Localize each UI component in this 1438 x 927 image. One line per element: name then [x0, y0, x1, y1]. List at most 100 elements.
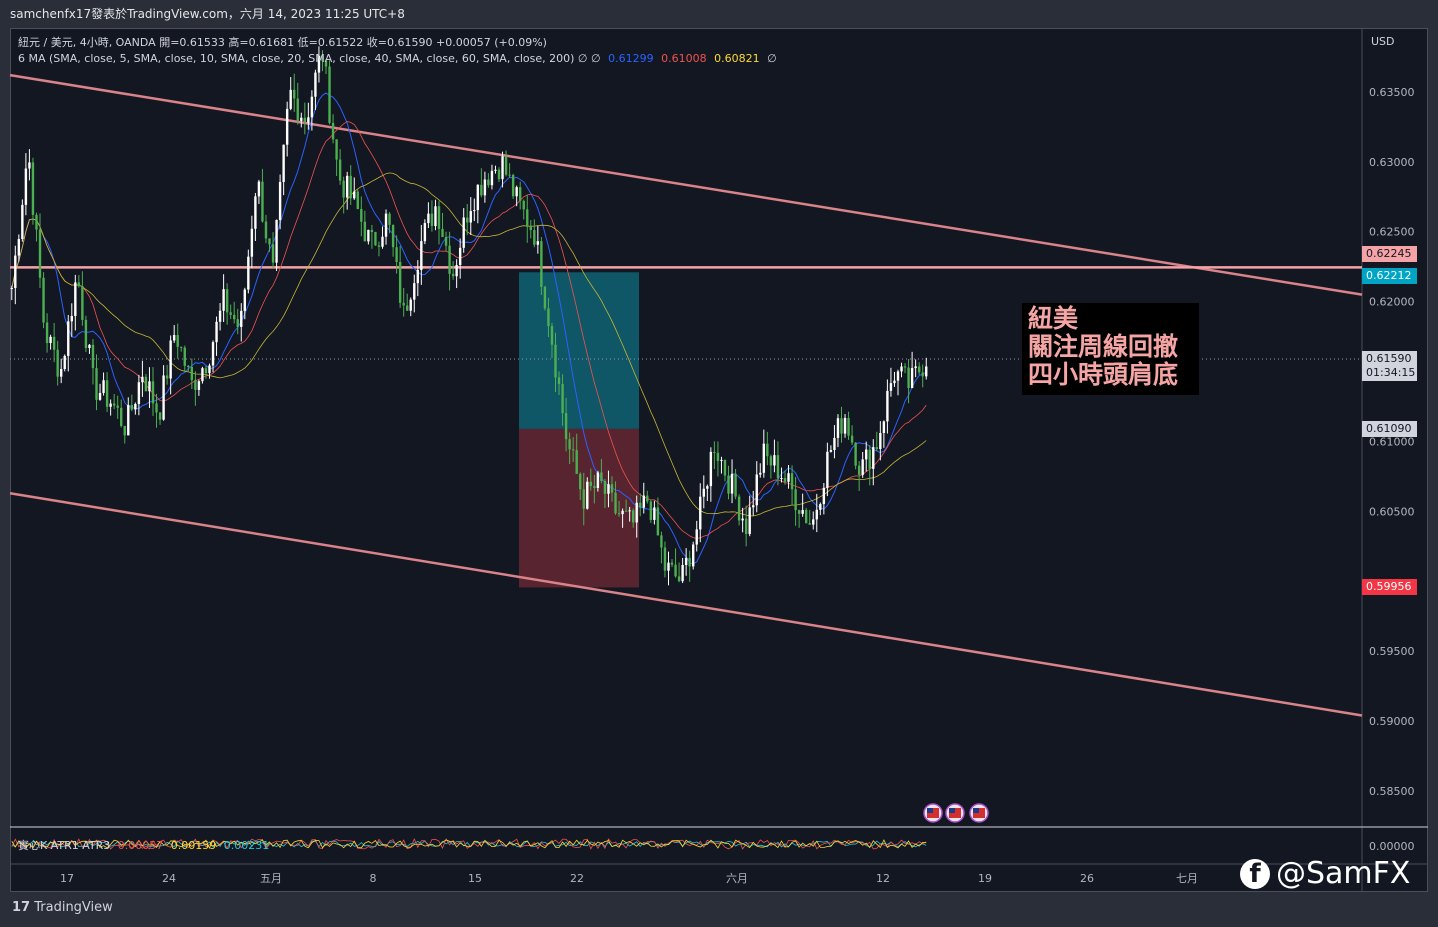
candle-body [17, 239, 21, 256]
candle-body [81, 286, 84, 320]
x-tick-label: 六月 [726, 872, 748, 885]
candle-body [692, 544, 695, 567]
candle-body [211, 342, 215, 366]
candle-body [42, 277, 45, 323]
ma-suffix-text: ∅ [767, 52, 777, 65]
indicator-legend[interactable]: 實心K ATR1 ATR3 0.00057 0.00159 0.00231 [18, 837, 273, 853]
candle-body [49, 336, 52, 344]
candle-body [413, 283, 416, 300]
candle-body [921, 372, 924, 377]
candle-body [854, 442, 857, 466]
price-tag: 0.61090 [1362, 420, 1417, 437]
y-tick-label: 0.60500 [1369, 505, 1415, 518]
candle-body [540, 241, 543, 287]
candle-body [526, 209, 529, 227]
candle-body [222, 289, 225, 311]
candle-body [293, 89, 296, 99]
candle-body [74, 282, 77, 316]
candle-body [169, 340, 172, 379]
price-tag: 01:34:15 [1362, 364, 1417, 381]
candle-body [240, 310, 243, 327]
candle-body [589, 481, 593, 487]
candle-body [321, 55, 324, 61]
ma-legend[interactable]: 6 MA (SMA, close, 5, SMA, close, 10, SMA… [18, 52, 781, 65]
candle-body [656, 507, 660, 536]
x-tick-label: 8 [370, 872, 377, 885]
candle-body [564, 413, 568, 440]
candle-body [31, 162, 35, 215]
candle-body [511, 174, 515, 197]
candle-body [328, 66, 331, 123]
candle-body [801, 509, 804, 514]
candle-body [144, 376, 148, 392]
x-tick-label: 12 [876, 872, 890, 885]
candle-body [730, 473, 734, 494]
x-tick-label: 五月 [260, 872, 282, 885]
candle-body [120, 407, 123, 426]
candle-body [398, 261, 402, 303]
candle-body [642, 495, 645, 508]
candle-body [797, 510, 801, 514]
candle-body [529, 226, 532, 231]
candle-body [331, 122, 335, 140]
candle-body [360, 209, 363, 222]
ma-value-red: 0.61008 [661, 52, 707, 65]
price-tag: 0.62212 [1362, 268, 1417, 284]
candle-body [317, 55, 321, 73]
candle-body [303, 117, 307, 123]
candle-body [617, 513, 621, 515]
ma-value-blue: 0.61299 [608, 52, 654, 65]
candle-body [430, 213, 434, 227]
candle-body [723, 459, 727, 476]
candle-body [497, 169, 501, 180]
candle-body [762, 443, 766, 473]
y-tick-label: 0.63500 [1369, 86, 1415, 99]
flag-canton-icon [973, 808, 979, 813]
candle-body [568, 439, 571, 450]
candle-body [621, 510, 624, 515]
candle-body [893, 380, 896, 384]
candle-body [857, 465, 861, 475]
candle-body [307, 117, 310, 123]
candle-body [624, 510, 628, 512]
candle-body [677, 576, 681, 582]
y-tick-label: 0.61000 [1369, 435, 1415, 448]
candle-body [720, 459, 723, 461]
candle-body [815, 509, 818, 520]
atr-value-red: 0.00057 [117, 839, 164, 852]
symbol-legend[interactable]: 紐元 / 美元, 4小時, OANDA 開=0.61533 高=0.61681 … [18, 34, 551, 50]
candle-body [356, 191, 359, 210]
candle-body [766, 443, 769, 457]
candle-body [134, 403, 137, 410]
candle-body [123, 425, 126, 436]
tradingview-logo[interactable]: 17 TradingView [12, 900, 113, 915]
candle-body [257, 181, 261, 197]
candle-body [98, 392, 102, 400]
candle-body [70, 315, 73, 322]
atr-line-red [11, 837, 927, 850]
candle-body [56, 349, 59, 377]
candle-body [695, 529, 698, 545]
candle-body [254, 196, 257, 229]
candle-body [363, 221, 367, 242]
candle-body [759, 472, 762, 475]
candle-body [522, 200, 525, 210]
candle-body [434, 206, 437, 227]
channel-lower-line [9, 491, 1363, 717]
candle-body [667, 562, 670, 571]
candle-body [14, 255, 17, 288]
candle-body [275, 219, 278, 263]
price-tag: 0.59956 [1362, 579, 1417, 596]
candle-body [610, 484, 614, 493]
candle-body [116, 405, 119, 408]
candle-body [868, 449, 871, 469]
atr-value-yellow: 0.00159 [170, 839, 217, 852]
candle-body [716, 452, 720, 461]
candle-body [148, 381, 151, 392]
candle-body [536, 241, 540, 245]
y-tick-label: 0.62500 [1369, 226, 1415, 239]
candle-body [236, 319, 239, 327]
candle-body [84, 319, 88, 348]
candle-body [582, 489, 585, 509]
